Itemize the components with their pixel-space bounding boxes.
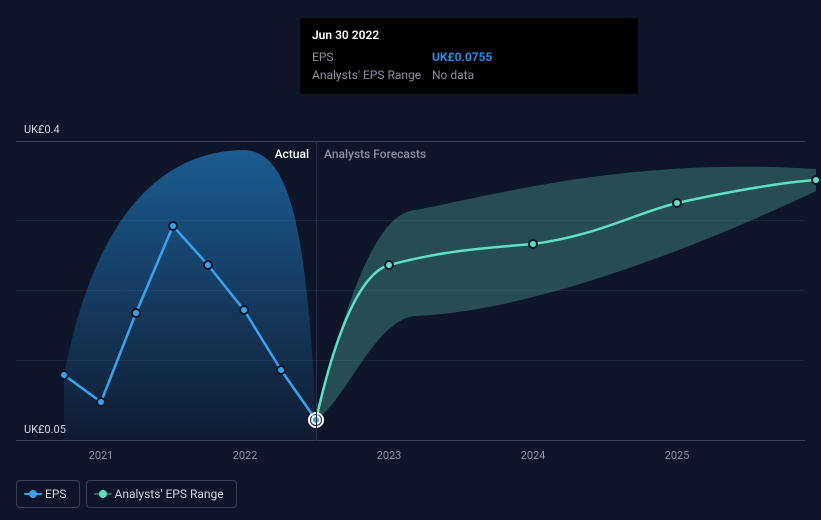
eps-point[interactable]	[204, 261, 212, 269]
legend: .legend-item:nth-child(1) .legend-dot::b…	[16, 480, 237, 508]
eps-point[interactable]	[169, 222, 177, 230]
eps-point[interactable]	[277, 366, 285, 374]
legend-item-eps-range[interactable]: .legend-item:nth-child(2) .legend-dot::b…	[86, 480, 237, 508]
eps-point[interactable]	[60, 371, 68, 379]
tooltip-row-key: Analysts' EPS Range	[312, 66, 432, 84]
chart-tooltip: Jun 30 2022 EPS UK£0.0755 Analysts' EPS …	[300, 18, 638, 94]
legend-dot-icon: .legend-item:nth-child(2) .legend-dot::b…	[99, 490, 107, 498]
legend-label: Analysts' EPS Range	[115, 487, 224, 501]
eps-forecast-range	[316, 167, 816, 420]
tooltip-date: Jun 30 2022	[312, 28, 626, 42]
hover-vertical-line	[316, 141, 317, 441]
legend-item-eps[interactable]: .legend-item:nth-child(1) .legend-dot::b…	[16, 480, 80, 508]
eps-point[interactable]	[132, 309, 140, 317]
eps-forecast-point[interactable]	[673, 199, 681, 207]
chart-container: UK£0.4 UK£0.05 2021 2022 2023 2024 2025 …	[16, 0, 805, 520]
eps-forecast-point[interactable]	[812, 176, 820, 184]
tooltip-row-value: No data	[432, 66, 626, 84]
eps-point[interactable]	[97, 398, 105, 406]
eps-forecast-point[interactable]	[385, 261, 393, 269]
legend-label: EPS	[45, 487, 67, 501]
eps-point[interactable]	[240, 306, 248, 314]
legend-dot-icon: .legend-item:nth-child(1) .legend-dot::b…	[29, 490, 37, 498]
tooltip-row-value: UK£0.0755	[432, 48, 626, 66]
eps-actual-area	[64, 150, 316, 440]
eps-forecast-point[interactable]	[529, 240, 537, 248]
tooltip-row-key: EPS	[312, 48, 432, 66]
